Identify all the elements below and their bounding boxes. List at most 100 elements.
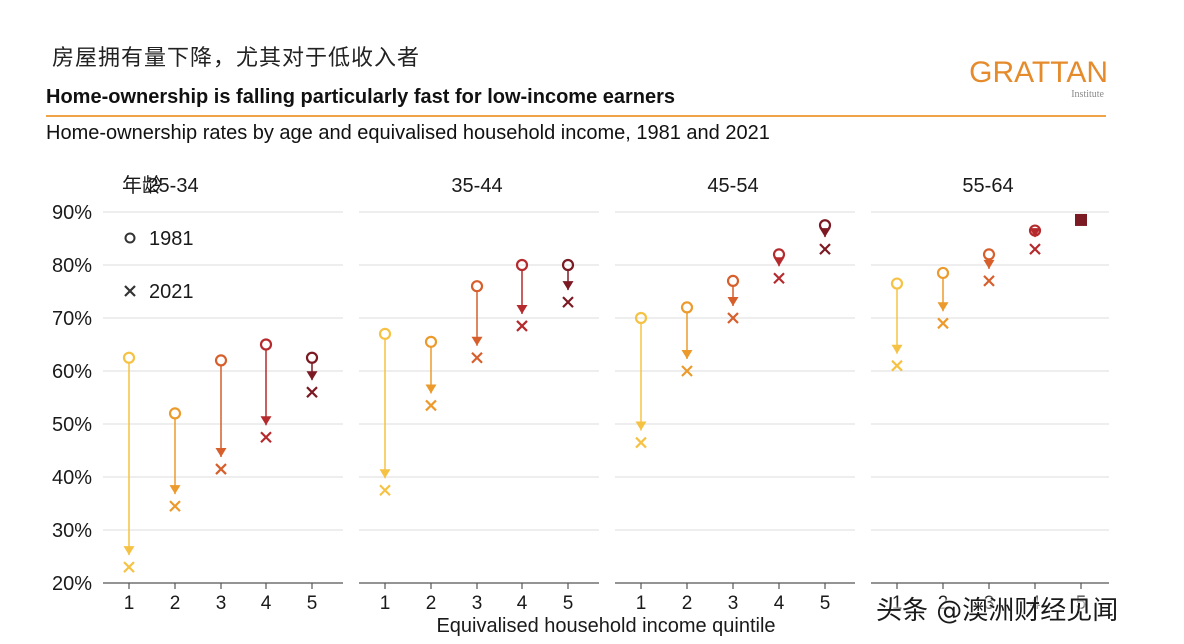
x-tick-label: 3 <box>472 593 483 614</box>
point-2021 <box>379 484 391 497</box>
point-1981 <box>378 327 392 340</box>
watermark: 头条 @澳洲财经见闻 <box>876 596 1119 626</box>
arrowhead <box>937 302 949 312</box>
point-2021 <box>773 272 785 285</box>
x-tick-label: 2 <box>682 593 693 614</box>
x-tick-label: 4 <box>1030 593 1041 614</box>
grattan-logo: GRATTAN Institute <box>962 56 1108 101</box>
point-2021 <box>1029 243 1041 255</box>
chinese-title: 房屋拥有量下降，尤其对于低收入者 <box>52 46 421 71</box>
point-2021 <box>306 386 318 398</box>
x-tick-label: 3 <box>216 593 227 614</box>
y-tick-label: 60% <box>52 361 92 383</box>
point-1981 <box>561 258 575 272</box>
arrowhead <box>471 336 483 346</box>
y-tick-label: 40% <box>52 467 92 489</box>
point-2021 <box>562 296 574 308</box>
point-2021 <box>819 243 831 255</box>
point-2021 <box>727 312 739 324</box>
x-tick-label: 1 <box>380 593 391 614</box>
legend-2021-label: 2021 <box>149 281 194 303</box>
title-rule <box>46 115 1106 117</box>
age-label-prefix: 年龄 <box>122 173 162 197</box>
arrowhead <box>891 344 903 354</box>
y-tick-label: 70% <box>52 308 92 330</box>
chart-title: Home-ownership is falling particularly f… <box>46 86 676 108</box>
x-tick-label: 1 <box>892 593 903 614</box>
point-1981 <box>726 274 740 287</box>
point-2021 <box>471 351 483 364</box>
point-1981 <box>890 277 904 290</box>
arrowhead <box>681 350 693 359</box>
panel-label: 55-64 <box>962 175 1013 197</box>
point-1981 <box>424 335 438 348</box>
arrowhead <box>983 259 995 269</box>
arrowhead <box>306 371 318 381</box>
chart-subtitle: Home-ownership rates by age and equivali… <box>46 122 770 144</box>
y-tick-label: 50% <box>52 414 92 436</box>
panel-label: 45-54 <box>707 175 758 197</box>
arrowhead <box>516 304 528 314</box>
point-2021 <box>169 500 181 512</box>
point-1981 <box>818 219 832 232</box>
point-1981 <box>515 258 529 272</box>
x-tick-label: 1 <box>124 593 135 614</box>
x-tick-label: 4 <box>774 593 785 614</box>
y-tick-label: 80% <box>52 255 92 277</box>
point-1981 <box>214 354 228 367</box>
point-1981 <box>168 407 182 420</box>
arrowhead <box>727 297 739 306</box>
legend-1981-label: 1981 <box>149 228 194 250</box>
point-1981 <box>122 351 136 364</box>
arrowhead <box>215 448 227 458</box>
arrowhead <box>635 421 647 431</box>
x-tick-label: 4 <box>517 593 528 614</box>
legend-1981-marker <box>124 232 136 244</box>
arrowhead <box>169 485 181 495</box>
x-tick-label: 2 <box>938 593 949 614</box>
point-1981 <box>936 266 950 280</box>
point-2021 <box>681 365 693 377</box>
point-2021 <box>983 275 995 287</box>
x-tick-label: 5 <box>1076 593 1087 614</box>
arrowhead <box>425 384 437 394</box>
y-tick-label: 90% <box>52 202 92 224</box>
point-1981 <box>305 351 319 364</box>
arrowhead <box>1029 228 1041 238</box>
point-2021 <box>260 431 272 444</box>
point-1981 <box>1028 224 1042 237</box>
point-2021 <box>516 320 528 332</box>
point-1981 <box>259 338 273 351</box>
y-tick-label: 30% <box>52 520 92 542</box>
x-tick-label: 4 <box>261 593 272 614</box>
arrowhead <box>260 416 272 426</box>
logo-subtext: Institute <box>1071 89 1104 100</box>
arrowhead <box>562 281 574 291</box>
point-2021 <box>635 436 647 449</box>
x-tick-label: 5 <box>820 593 831 614</box>
logo-text: GRATTAN <box>969 56 1108 89</box>
point-1981 <box>982 248 996 261</box>
arrowhead <box>123 546 135 556</box>
x-tick-label: 5 <box>563 593 574 614</box>
y-tick-label: 20% <box>52 573 92 595</box>
panel-label: 35-44 <box>451 175 502 197</box>
point-1981 <box>680 301 694 314</box>
panel-label: 25-34 <box>147 175 198 197</box>
x-tick-label: 2 <box>426 593 437 614</box>
x-tick-label: 3 <box>728 593 739 614</box>
x-tick-label: 2 <box>170 593 181 614</box>
point-1981 <box>634 311 648 325</box>
point-1981 <box>470 280 484 293</box>
x-axis-title: Equivalised household income quintile <box>436 615 775 637</box>
point-2021 <box>891 359 903 372</box>
arrowhead <box>379 469 391 479</box>
point-2021 <box>937 317 949 330</box>
legend-2021-marker <box>124 285 136 297</box>
point-2021 <box>215 463 227 475</box>
point-2021-square <box>1075 213 1087 226</box>
point-1981 <box>772 248 786 261</box>
x-tick-label: 3 <box>984 593 995 614</box>
x-tick-label: 5 <box>307 593 318 614</box>
